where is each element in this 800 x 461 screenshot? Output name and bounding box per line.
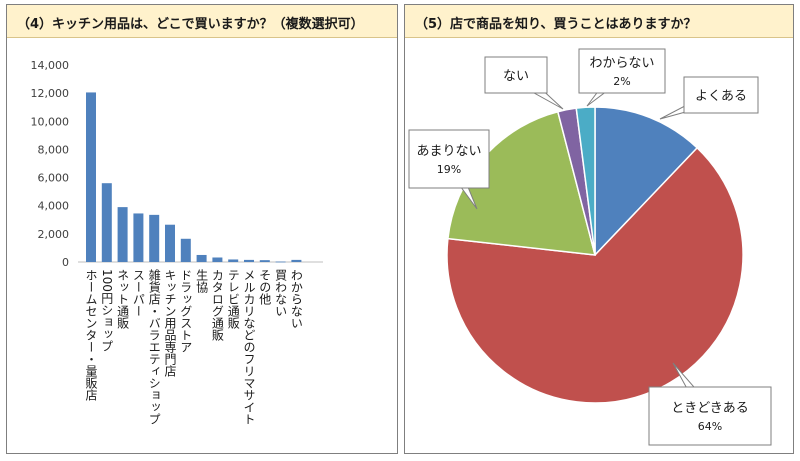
x-category-label: テレビ通販 <box>226 269 240 330</box>
x-category-label: ネット通販 <box>116 269 130 330</box>
pie-chart-panel: （5）店で商品を知り、買うことはありますか？ よくあるときどきある 64% あまりな… <box>404 4 794 454</box>
bar <box>196 254 207 262</box>
bar-chart-header: （4）キッチン用品は、どこで買いますか？（複数選択可） <box>7 5 397 38</box>
x-category-label: 100円ショップ <box>100 269 114 352</box>
y-tick-label: 6,000 <box>38 172 70 185</box>
y-tick-label: 0 <box>62 256 69 269</box>
x-category-label: 雑貨店・バラエティショップ <box>147 268 161 425</box>
bar <box>244 259 254 262</box>
callout-box <box>578 48 666 94</box>
callout-box <box>408 129 490 189</box>
bar <box>259 260 270 262</box>
callout-box <box>484 56 548 94</box>
slice-label: わからない <box>589 56 654 71</box>
bar <box>117 207 128 262</box>
bar <box>165 224 175 262</box>
x-category-label: 生協 <box>195 269 209 294</box>
pie-chart-header: （5）店で商品を知り、買うことはありますか？ <box>405 5 793 38</box>
x-category-label: メルカリなどのフリマサイト <box>242 269 256 425</box>
y-tick-label: 2,000 <box>38 228 70 241</box>
bar <box>133 213 144 262</box>
callout-box <box>648 386 772 446</box>
slice-percent: 19% <box>437 163 461 176</box>
bar <box>212 257 223 262</box>
pie-slice <box>594 106 699 257</box>
slice-label: あまりない <box>416 144 481 159</box>
slice-percent: 2% <box>613 75 630 88</box>
slice-label: ときどきある <box>671 401 749 416</box>
bar-chart: 0 2,000 4,000 6,000 8,000 10,000 12,000 14,000 ホ… <box>31 59 323 425</box>
x-category-label: スーパー <box>131 269 145 317</box>
bar <box>275 261 286 263</box>
x-category-label: その他 <box>258 269 272 305</box>
bar <box>291 259 302 262</box>
slice-label: よくある <box>695 89 747 104</box>
y-tick-label: 10,000 <box>31 115 70 128</box>
bar <box>228 259 239 262</box>
bar <box>86 92 96 262</box>
x-category-label: カタログ通販 <box>210 269 224 342</box>
x-category-label: わからない <box>289 269 303 329</box>
bar-chart-panel: （4）キッチン用品は、どこで買いますか？（複数選択可） 0 2,000 4,000 6… <box>6 4 398 454</box>
pie-slice <box>575 106 596 256</box>
bar <box>101 183 112 262</box>
x-category-label: ホームセンター・量販店 <box>84 269 98 401</box>
callout-box <box>683 76 759 114</box>
bar <box>180 238 191 262</box>
bar <box>149 214 160 262</box>
slice-label: ない <box>503 69 529 84</box>
x-category-label: キッチン用品専門店 <box>163 269 177 377</box>
y-tick-label: 8,000 <box>38 143 70 156</box>
pie-slice <box>446 146 744 404</box>
pie-chart-title: （5）店で商品を知り、買うことはありますか？ <box>415 17 697 32</box>
x-category-label: 買わない <box>274 269 288 317</box>
slice-percent: 64% <box>698 420 722 433</box>
y-tick-label: 14,000 <box>31 59 70 72</box>
bar-chart-title: （4）キッチン用品は、どこで買いますか？（複数選択可） <box>17 17 364 32</box>
y-tick-label: 12,000 <box>31 87 70 100</box>
x-category-label: ドラッグストア <box>179 269 193 353</box>
y-tick-label: 4,000 <box>38 200 70 213</box>
